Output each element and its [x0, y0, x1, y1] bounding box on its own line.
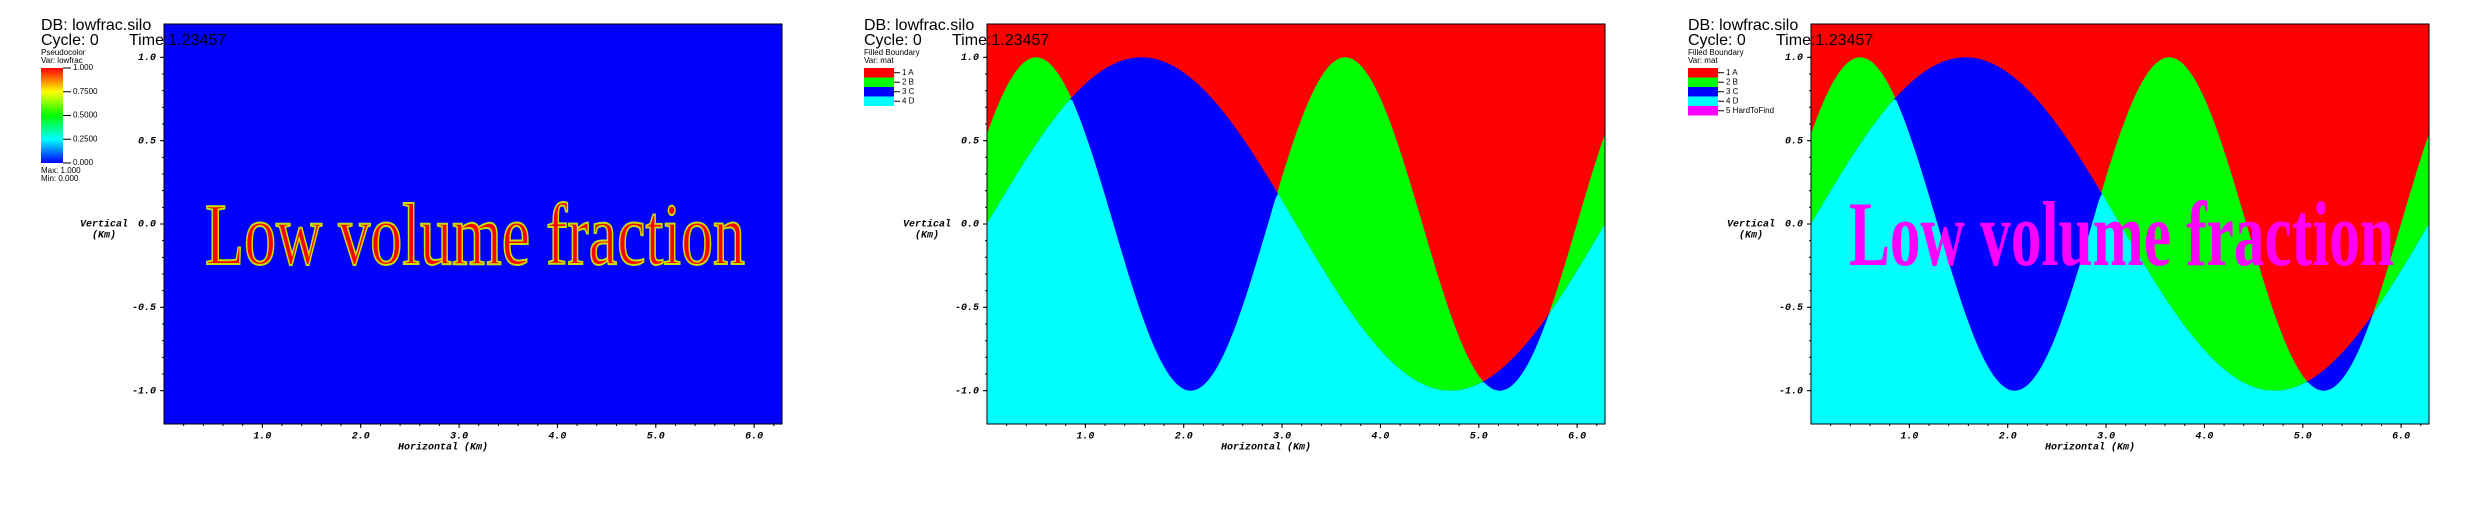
legend-title: Filled Boundary — [864, 48, 920, 57]
x-tick-label: 6.0 — [2392, 432, 2410, 443]
y-tick-label: 0.0 — [138, 220, 156, 231]
region — [164, 24, 782, 424]
legend-label: 0.2500 — [73, 134, 98, 143]
y-tick-label: 1.0 — [961, 53, 979, 64]
x-tick-label: 3.0 — [2097, 432, 2115, 443]
time-label: Time:1.23457 — [952, 32, 1049, 49]
legend-label: 5 HardToFind — [1726, 106, 1774, 115]
x-tick-label: 2.0 — [352, 432, 370, 443]
legend-swatch — [1688, 87, 1718, 97]
y-tick-label: 0.0 — [961, 220, 979, 231]
y-axis-title: (Km) — [915, 230, 939, 242]
cycle-label: Cycle: 0 — [1688, 32, 1746, 49]
panel: 1.0 0.5 0.0 -0.5 -1.0 1.0 2.0 3.0 4.0 5.0 6.0 Horiz… — [864, 17, 1606, 454]
legend-label: 0.000 — [73, 158, 94, 167]
legend-swatch — [864, 77, 894, 87]
legend-label: 0.5000 — [73, 111, 98, 120]
y-axis-title: Vertical — [903, 219, 951, 231]
y-tick-label: 0.5 — [961, 136, 979, 147]
y-tick-label: 1.0 — [138, 53, 156, 64]
x-tick-label: 5.0 — [647, 432, 665, 443]
x-tick-label: 4.0 — [1371, 432, 1389, 443]
y-tick-label: 0.0 — [1785, 220, 1803, 231]
y-tick-label: -0.5 — [1779, 303, 1803, 314]
x-tick-label: 4.0 — [2195, 432, 2213, 443]
plot-area — [164, 24, 782, 424]
legend-label: 2 B — [1726, 78, 1738, 87]
cycle-label: Cycle: 0 — [864, 32, 922, 49]
db-label: DB: lowfrac.silo — [864, 17, 974, 34]
legend-swatch — [1688, 77, 1718, 87]
x-tick-label: 3.0 — [450, 432, 468, 443]
y-tick-label: 1.0 — [1785, 53, 1803, 64]
panel: Low volume fraction 1.0 0.5 0.0 -0.5 -1.0 1.0 2… — [41, 17, 783, 454]
legend-label: 3 C — [1726, 87, 1739, 96]
y-axis-title: Vertical — [1727, 219, 1775, 231]
legend-swatch — [864, 68, 894, 78]
legend-var: Var: lowfrac — [41, 56, 83, 65]
x-tick-label: 1.0 — [1900, 432, 1918, 443]
cycle-label: Cycle: 0 — [41, 32, 99, 49]
x-axis-title: Horizontal (Km) — [398, 442, 488, 454]
legend-var: Var: mat — [864, 56, 894, 65]
legend-swatch — [864, 96, 894, 106]
legend-label: 1 A — [902, 68, 914, 77]
region — [1811, 99, 2429, 424]
y-axis-title: (Km) — [1739, 230, 1763, 242]
legend-label: 1.000 — [73, 63, 94, 72]
y-axis-title: Vertical — [80, 219, 128, 231]
time-label: Time:1.23457 — [129, 32, 226, 49]
x-tick-label: 1.0 — [253, 432, 271, 443]
plot-area — [1811, 24, 2429, 424]
x-tick-label: 2.0 — [1999, 432, 2017, 443]
x-tick-label: 1.0 — [1076, 432, 1094, 443]
y-tick-label: -1.0 — [132, 386, 156, 397]
x-tick-label: 5.0 — [2294, 432, 2312, 443]
y-tick-label: 0.5 — [138, 136, 156, 147]
annotation-text: Low volume fraction — [1849, 183, 2394, 285]
legend-swatch — [1688, 68, 1718, 78]
y-tick-label: 0.5 — [1785, 136, 1803, 147]
y-tick-label: -0.5 — [955, 303, 979, 314]
x-tick-label: 4.0 — [548, 432, 566, 443]
y-tick-label: -1.0 — [955, 386, 979, 397]
annotation-text: Low volume fraction — [205, 187, 745, 284]
x-axis-title: Horizontal (Km) — [2045, 442, 2135, 454]
color-bar — [41, 68, 63, 163]
x-tick-label: 2.0 — [1175, 432, 1193, 443]
legend-title: Filled Boundary — [1688, 48, 1744, 57]
region — [987, 99, 1605, 424]
db-label: DB: lowfrac.silo — [41, 17, 151, 34]
plot-area — [987, 24, 1605, 424]
x-axis-title: Horizontal (Km) — [1221, 442, 1311, 454]
legend-label: 4 D — [902, 97, 915, 106]
db-label: DB: lowfrac.silo — [1688, 17, 1798, 34]
legend-var: Var: mat — [1688, 56, 1718, 65]
legend-label: 4 D — [1726, 97, 1739, 106]
y-tick-label: -0.5 — [132, 303, 156, 314]
legend-label: 1 A — [1726, 68, 1738, 77]
legend-swatch — [864, 87, 894, 97]
x-tick-label: 6.0 — [1568, 432, 1586, 443]
time-label: Time:1.23457 — [1776, 32, 1873, 49]
y-tick-label: -1.0 — [1779, 386, 1803, 397]
y-axis-title: (Km) — [92, 230, 116, 242]
legend-title: Pseudocolor — [41, 48, 86, 57]
legend-label: 3 C — [902, 87, 915, 96]
legend-min: Min: 0.000 — [41, 174, 79, 183]
x-tick-label: 5.0 — [1470, 432, 1488, 443]
legend-swatch — [1688, 106, 1718, 116]
legend-label: 0.7500 — [73, 87, 98, 96]
legend-max: Max: 1.000 — [41, 166, 81, 175]
legend-swatch — [1688, 96, 1718, 106]
x-tick-label: 3.0 — [1273, 432, 1291, 443]
panel: Low volume fraction 1.0 0.5 0.0 -0.5 -1.0 1.0 2… — [1688, 17, 2430, 454]
legend-label: 2 B — [902, 78, 914, 87]
x-tick-label: 6.0 — [745, 432, 763, 443]
